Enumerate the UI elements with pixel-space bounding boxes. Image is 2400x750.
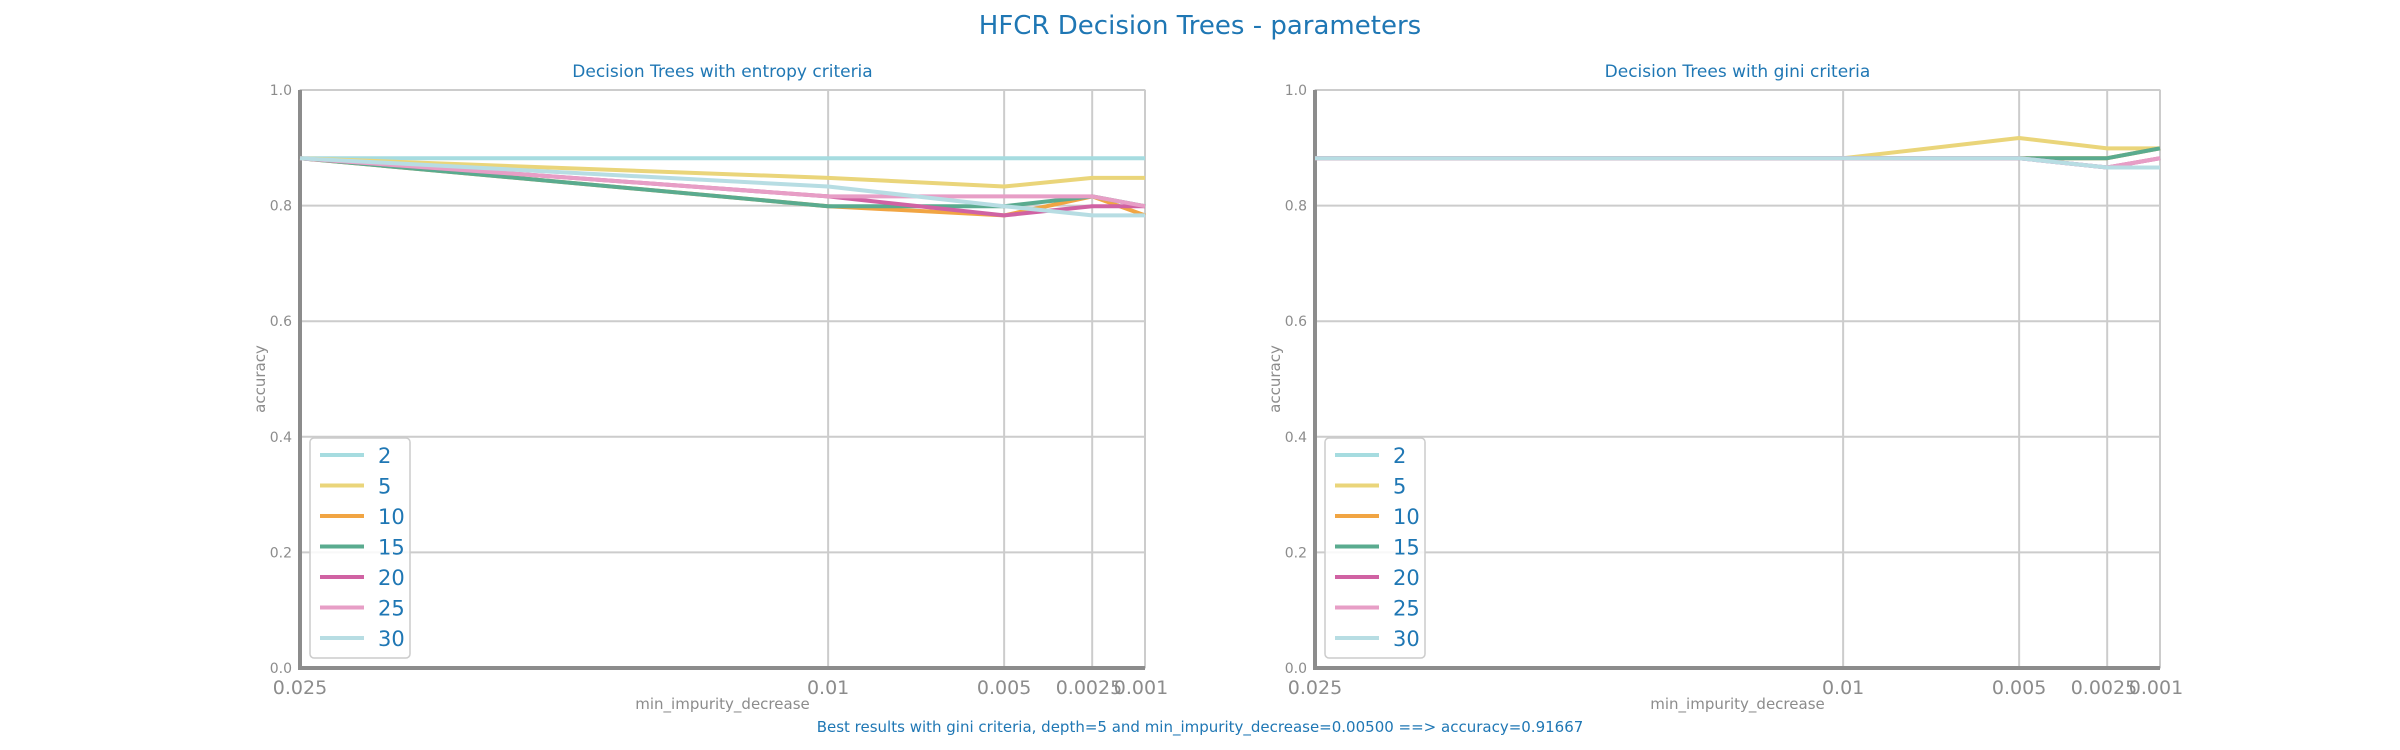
legend-label-5: 5 — [1393, 475, 1406, 499]
y-tick-label: 0.2 — [270, 545, 292, 561]
legend-label-20: 20 — [1393, 566, 1420, 590]
y-tick-label: 0.8 — [1285, 199, 1307, 215]
x-tick-label: 0.001 — [1114, 677, 1168, 699]
gini-panel: 0.0 0.2 0.4 0.6 0.8 1.0 0.025 0.01 0.005 0.00250.… — [1266, 62, 2183, 714]
entropy-panel: 0.0 0.2 0.4 0.6 0.8 1.0 0.025 0.01 0.005 0.00250.… — [251, 62, 1168, 714]
y-tick-label: 0.4 — [1285, 430, 1307, 446]
x-tick-label: 0.001 — [2129, 677, 2183, 699]
y-tick-label: 1.0 — [270, 83, 292, 99]
x-tick-label: 0.005 — [1992, 677, 2046, 699]
legend-label-2: 2 — [1393, 444, 1406, 468]
best-result-caption: Best results with gini criteria, depth=5… — [817, 718, 1584, 737]
y-tick-label: 0.0 — [1285, 661, 1307, 677]
y-tick-label: 0.6 — [1285, 314, 1307, 330]
legend-label-5: 5 — [378, 475, 391, 499]
x-tick-label: 0.0025 — [2071, 677, 2137, 699]
legend-label-10: 10 — [378, 505, 405, 529]
panel-title: Decision Trees with gini criteria — [1605, 62, 1871, 82]
plot-area — [299, 89, 1146, 669]
y-axis-label: accuracy — [251, 345, 269, 413]
panel-title: Decision Trees with entropy criteria — [572, 62, 872, 82]
x-tick-label: 0.0025 — [1056, 677, 1122, 699]
series-line-30 — [1315, 156, 2160, 170]
y-tick-label: 0.8 — [270, 199, 292, 215]
x-tick-label: 0.025 — [1288, 677, 1342, 699]
legend-label-15: 15 — [1393, 536, 1420, 560]
y-tick-label: 1.0 — [1285, 83, 1307, 99]
legend-label-25: 25 — [1393, 597, 1420, 621]
legend-label-20: 20 — [378, 566, 405, 590]
x-axis-label: min_impurity_decrease — [1650, 695, 1825, 714]
legend-label-25: 25 — [378, 597, 405, 621]
series-line-30 — [299, 156, 1145, 218]
y-tick-label: 0.6 — [270, 314, 292, 330]
legend-label-10: 10 — [1393, 505, 1420, 529]
series-line-25 — [299, 156, 1146, 209]
plot-area — [1314, 89, 2161, 669]
figure-title: HFCR Decision Trees - parameters — [979, 11, 1421, 41]
series-line-5 — [299, 156, 1145, 189]
legend-label-15: 15 — [378, 536, 405, 560]
x-tick-label: 0.005 — [977, 677, 1031, 699]
y-tick-label: 0.2 — [1285, 545, 1307, 561]
x-axis-label: min_impurity_decrease — [635, 695, 810, 714]
y-tick-label: 0.4 — [270, 430, 292, 446]
x-tick-label: 0.01 — [1822, 677, 1864, 699]
legend-label-30: 30 — [378, 627, 405, 651]
legend-label-30: 30 — [1393, 627, 1420, 651]
x-tick-label: 0.01 — [807, 677, 849, 699]
y-axis-label: accuracy — [1266, 345, 1284, 413]
legend-label-2: 2 — [378, 444, 391, 468]
x-tick-label: 0.025 — [273, 677, 327, 699]
y-tick-label: 0.0 — [270, 661, 292, 677]
